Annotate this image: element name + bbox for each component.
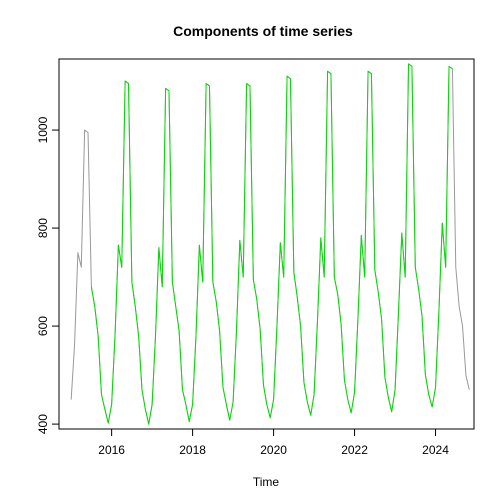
x-tick-label: 2024: [422, 443, 449, 457]
y-tick-label: 400: [36, 414, 50, 434]
y-tick-label: 1000: [36, 116, 50, 143]
x-tick-label: 2022: [341, 443, 368, 457]
series-line-seasonally-adjusted: [90, 63, 453, 425]
x-tick-label: 2018: [179, 443, 206, 457]
plot-frame: [58, 58, 475, 430]
y-tick-label: 600: [36, 316, 50, 336]
x-tick-label: 2016: [98, 443, 125, 457]
x-tick-label: 2020: [260, 443, 287, 457]
x-axis-label: Time: [253, 475, 280, 489]
chart-title: Components of time series: [173, 23, 353, 39]
series-layer: [70, 63, 470, 425]
y-axis: 400 600 800 1000: [36, 116, 60, 434]
x-axis: 2016 2018 2020 2022 2024: [98, 428, 449, 457]
y-tick-label: 800: [36, 218, 50, 238]
